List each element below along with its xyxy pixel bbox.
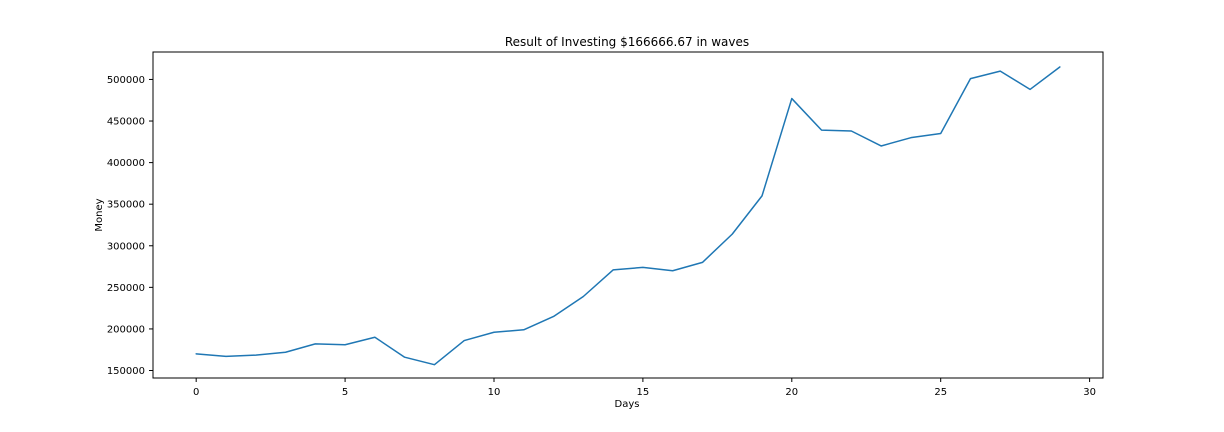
x-axis: 0 5 10 15 20 25 30 (193, 378, 1096, 398)
x-tick-label: 30 (1083, 387, 1096, 398)
x-tick-label: 15 (637, 387, 650, 398)
y-tick-label: 300000 (107, 241, 145, 252)
y-axis: 150000 200000 250000 300000 350000 400000 4500… (107, 75, 153, 377)
series-line (195, 66, 1061, 366)
y-tick-label: 200000 (107, 324, 145, 335)
chart-title: Result of Investing $166666.67 in waves (505, 35, 749, 49)
y-tick-label: 150000 (107, 366, 145, 377)
x-axis-label: Days (615, 399, 640, 410)
y-tick-label: 450000 (107, 117, 145, 128)
x-tick-label: 0 (193, 387, 199, 398)
y-tick-label: 350000 (107, 200, 145, 211)
y-tick-label: 400000 (107, 158, 145, 169)
y-tick-label: 250000 (107, 283, 145, 294)
y-tick-label: 500000 (107, 75, 145, 86)
x-tick-label: 10 (488, 387, 501, 398)
plot-frame (152, 51, 1104, 379)
plot-area: 0 5 10 15 20 25 30 150000 200000 250000 300000 350… (107, 51, 1104, 398)
y-axis-label: Money (94, 198, 105, 231)
x-tick-label: 20 (785, 387, 798, 398)
x-tick-label: 25 (934, 387, 947, 398)
x-tick-label: 5 (342, 387, 348, 398)
